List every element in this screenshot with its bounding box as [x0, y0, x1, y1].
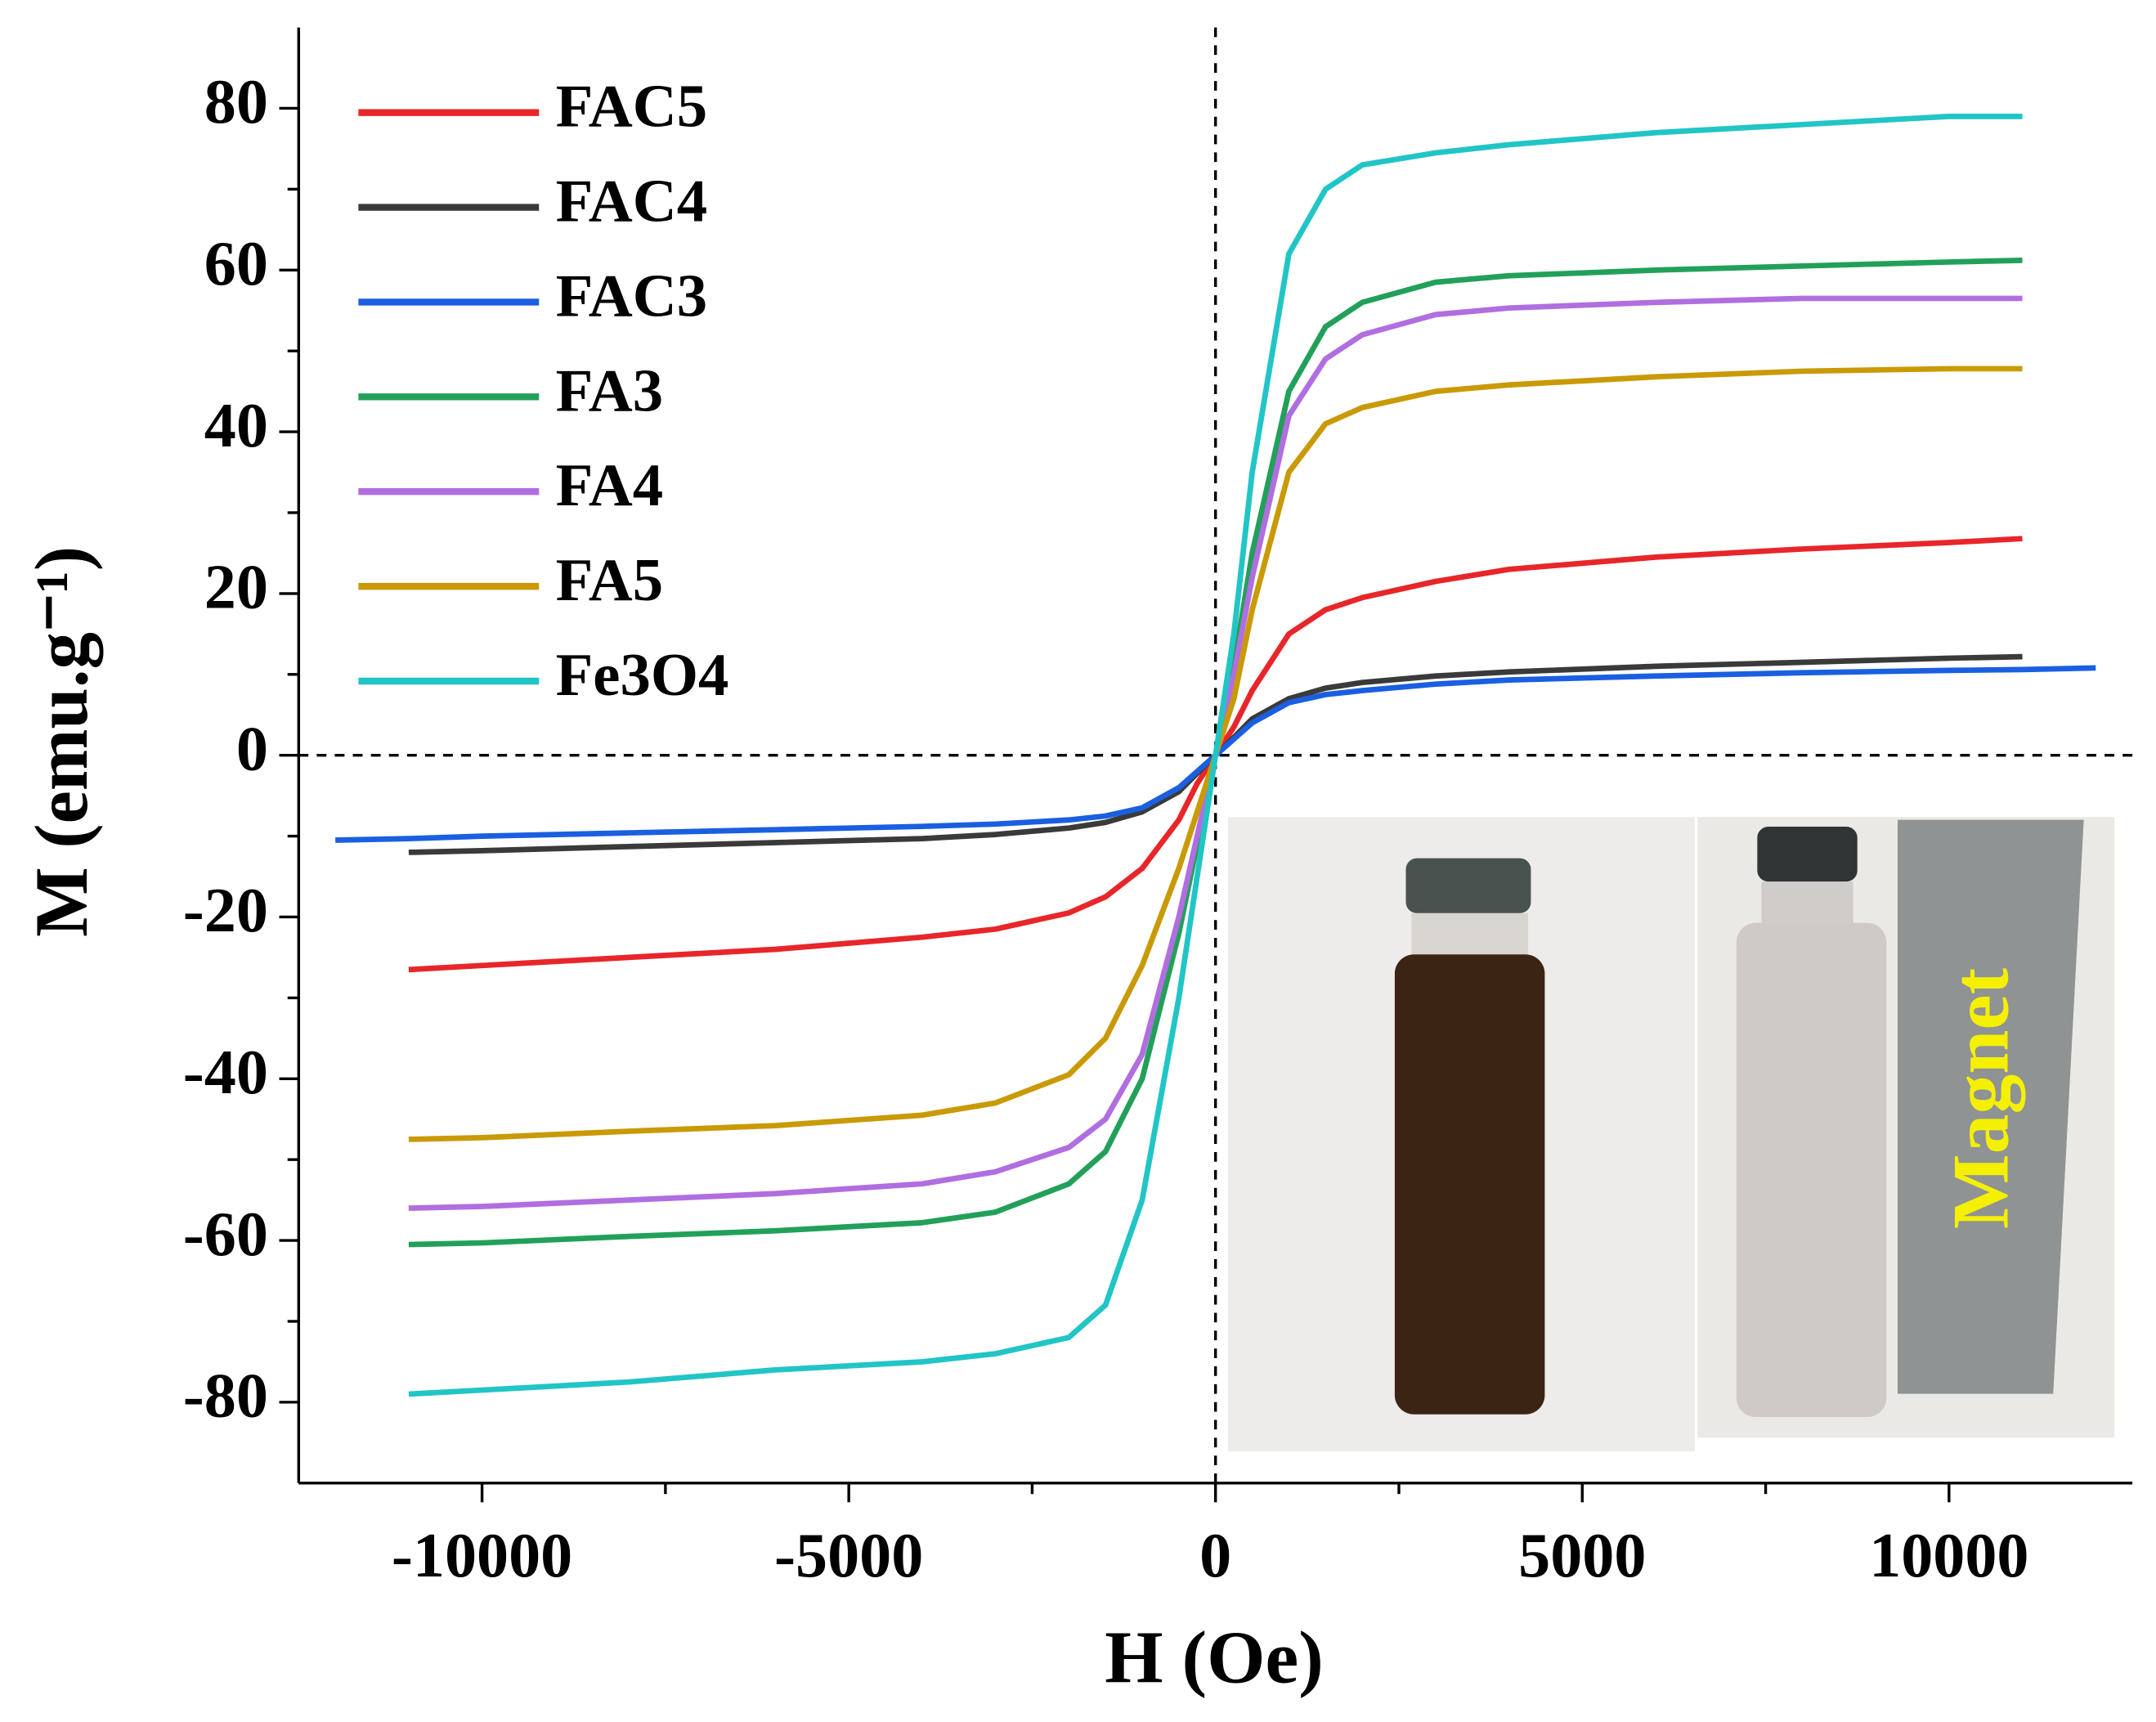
inset-photo: Magnet	[1228, 817, 2115, 1452]
y-tick-label: 60	[204, 228, 268, 298]
y-tick-label: -60	[183, 1199, 268, 1268]
x-tick-label: -5000	[774, 1520, 923, 1590]
x-axis-label: H (Oe)	[1105, 1617, 1323, 1698]
legend-label: FAC4	[556, 168, 707, 235]
legend-label: FAC3	[556, 263, 707, 330]
vial-cap	[1405, 858, 1531, 913]
y-tick-label: -80	[183, 1361, 268, 1430]
series-line	[408, 114, 2023, 1397]
vial-cap	[1757, 827, 1858, 882]
legend-label: Fe3O4	[556, 642, 729, 709]
vial-neck	[1761, 881, 1853, 923]
y-tick-label: -20	[183, 876, 268, 945]
legend-label: FA4	[556, 453, 663, 520]
x-tick-label: 10000	[1869, 1520, 2028, 1590]
legend-label: FA5	[556, 547, 663, 614]
y-axis-label: M (emu.g⁻¹)	[20, 546, 104, 937]
y-tick-label: 80	[204, 67, 268, 137]
legend-label: FAC5	[556, 74, 707, 141]
vial-neck	[1411, 913, 1529, 955]
y-tick-label: 20	[204, 552, 268, 621]
y-tick-label: -40	[183, 1037, 268, 1106]
x-tick-label: 5000	[1518, 1520, 1646, 1590]
vial-brown	[1394, 954, 1545, 1415]
legend-label: FA3	[556, 358, 663, 425]
y-tick-label: 40	[204, 390, 268, 460]
magnet	[1897, 819, 2084, 1394]
inset-label: Magnet	[1937, 968, 2026, 1230]
y-tick-label: 0	[236, 714, 268, 783]
x-tick-label: 0	[1199, 1520, 1231, 1590]
vial-clear	[1736, 922, 1887, 1418]
x-tick-label: -10000	[392, 1520, 572, 1590]
